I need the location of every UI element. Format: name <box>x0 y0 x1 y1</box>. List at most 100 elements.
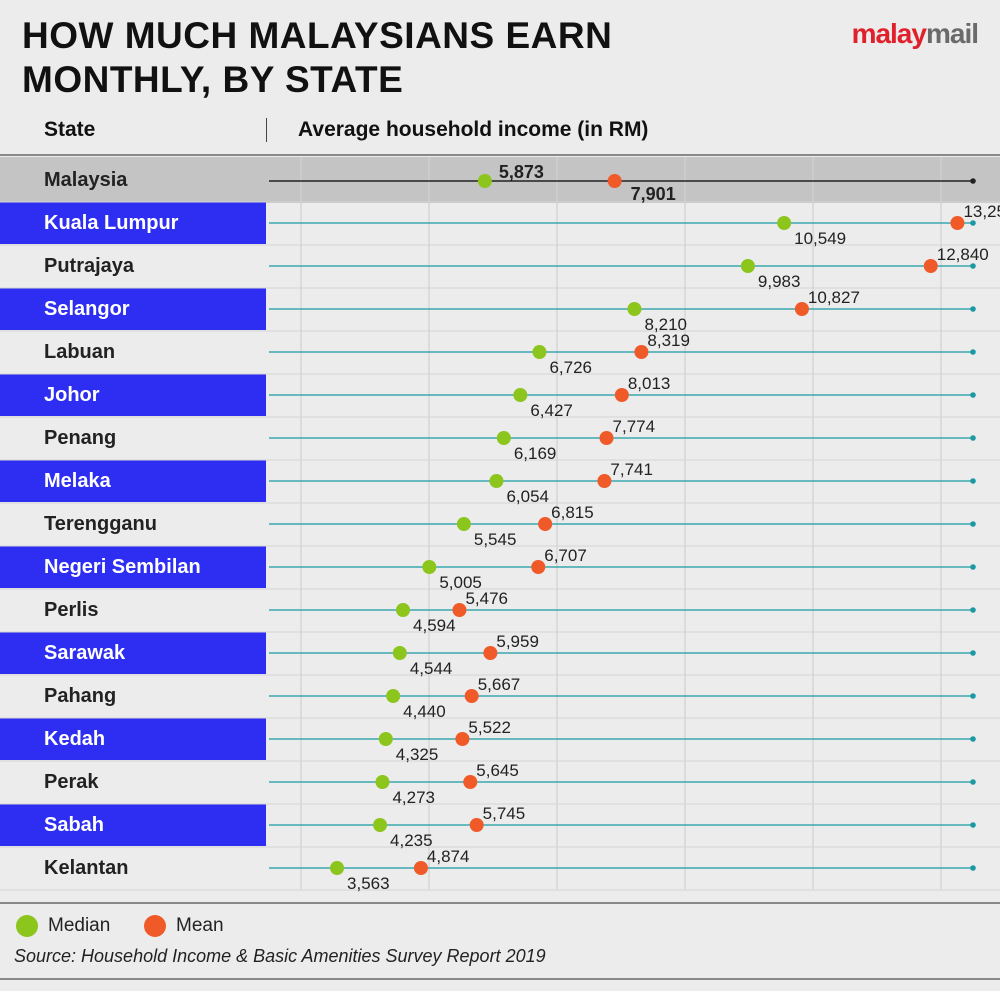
median-dot <box>378 732 393 746</box>
median-dot <box>627 302 642 316</box>
mean-dot-icon <box>144 915 166 937</box>
median-value-label: 10,549 <box>794 229 846 248</box>
median-value-label: 6,427 <box>530 401 573 420</box>
state-label: Pahang <box>44 684 117 707</box>
state-label: Sarawak <box>0 632 266 674</box>
median-value-label: 8,210 <box>644 315 687 334</box>
header-rule <box>0 154 1000 156</box>
mean-value-label: 7,774 <box>613 417 656 436</box>
median-dot <box>477 174 492 188</box>
mean-dot <box>607 174 622 188</box>
row-end-dot <box>970 435 976 441</box>
median-dot <box>777 216 792 230</box>
row-end-dot <box>970 178 976 184</box>
median-dot <box>386 689 401 703</box>
logo-part-2: mail <box>925 18 979 49</box>
mean-dot <box>923 259 938 273</box>
row-end-dot <box>970 564 976 570</box>
mean-dot <box>483 646 498 660</box>
mean-dot <box>452 603 467 617</box>
mean-dot <box>794 302 809 316</box>
median-dot <box>532 345 547 359</box>
legend-median-label: Median <box>48 915 111 936</box>
state-label: Kelantan <box>44 856 129 879</box>
mean-dot <box>455 732 470 746</box>
row-end-dot <box>970 650 976 656</box>
median-dot <box>456 517 471 531</box>
mean-dot <box>463 775 478 789</box>
state-label: Selangor <box>0 288 266 330</box>
mean-value-label: 13,257 <box>963 202 1000 221</box>
median-value-label: 6,169 <box>514 444 557 463</box>
state-label: Perak <box>44 770 99 793</box>
median-value-label: 4,440 <box>403 702 446 721</box>
median-dot <box>375 775 390 789</box>
row-end-dot <box>970 392 976 398</box>
row-end-dot <box>970 607 976 613</box>
mean-dot <box>413 861 428 875</box>
mean-dot <box>469 818 484 832</box>
mean-dot <box>950 216 965 230</box>
mean-value-label: 4,874 <box>427 847 470 866</box>
row-end-dot <box>970 349 976 355</box>
state-label: Johor <box>0 374 266 416</box>
median-value-label: 4,273 <box>392 788 435 807</box>
mean-value-label: 5,745 <box>483 804 526 823</box>
row-end-dot <box>970 220 976 226</box>
state-label: Sabah <box>0 804 266 846</box>
logo-part-1: malay <box>851 18 927 49</box>
state-label: Kuala Lumpur <box>0 202 266 244</box>
bottom-rule <box>0 978 1000 980</box>
median-value-label: 5,545 <box>474 530 517 549</box>
median-value-label: 9,983 <box>758 272 801 291</box>
median-value-label: 4,325 <box>396 745 439 764</box>
column-header-state: State <box>44 118 96 141</box>
malaymail-logo: malaymail <box>851 18 979 50</box>
row-end-dot <box>970 736 976 742</box>
row-end-dot <box>970 306 976 312</box>
mean-value-label: 7,741 <box>610 460 653 479</box>
legend-mean-label: Mean <box>176 915 224 936</box>
state-label: Labuan <box>44 340 116 363</box>
median-value-label: 3,563 <box>347 874 390 893</box>
median-value-label: 6,726 <box>549 358 592 377</box>
state-label: Putrajaya <box>44 254 135 277</box>
mean-value-label: 12,840 <box>937 245 989 264</box>
mean-dot <box>538 517 553 531</box>
median-dot <box>740 259 755 273</box>
median-dot <box>513 388 528 402</box>
mean-value-label: 6,707 <box>544 546 587 565</box>
state-label: Kedah <box>0 718 266 760</box>
row-end-dot <box>970 822 976 828</box>
mean-dot <box>634 345 649 359</box>
mean-dot <box>599 431 614 445</box>
median-value-label: 5,873 <box>499 162 544 182</box>
median-dot <box>330 861 345 875</box>
row-end-dot <box>970 693 976 699</box>
mean-value-label: 5,959 <box>496 632 539 651</box>
header-divider <box>266 118 267 142</box>
mean-dot <box>464 689 479 703</box>
row-end-dot <box>970 263 976 269</box>
footer-rule <box>0 902 1000 904</box>
mean-value-label: 5,667 <box>478 675 521 694</box>
state-label: Negeri Sembilan <box>0 546 266 588</box>
median-value-label: 4,235 <box>390 831 433 850</box>
state-label: Terengganu <box>44 512 157 535</box>
mean-value-label: 10,827 <box>808 288 860 307</box>
state-label: Perlis <box>44 598 99 621</box>
row-end-dot <box>970 865 976 871</box>
mean-value-label: 5,645 <box>476 761 519 780</box>
row-end-dot <box>970 478 976 484</box>
median-value-label: 4,594 <box>413 616 456 635</box>
national-row-band <box>0 157 1000 203</box>
mean-value-label: 7,901 <box>631 184 676 204</box>
state-label: Penang <box>44 426 117 449</box>
median-dot <box>373 818 388 832</box>
row-end-dot <box>970 779 976 785</box>
mean-value-label: 5,522 <box>468 718 511 737</box>
national-row-label: Malaysia <box>44 168 128 191</box>
legend-mean: Mean <box>144 913 224 939</box>
mean-dot <box>597 474 612 488</box>
